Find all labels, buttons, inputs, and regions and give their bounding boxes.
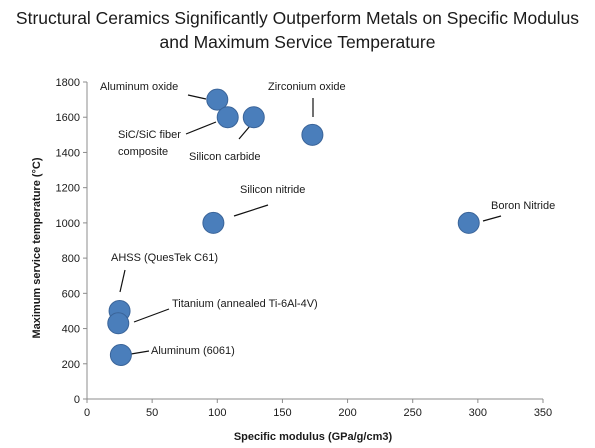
data-point: [206, 88, 229, 111]
annotation-leader-line: [238, 125, 251, 140]
x-tick-label: 100: [208, 407, 226, 419]
x-tick-label: 50: [146, 407, 158, 419]
y-tick-label: 0: [74, 394, 80, 406]
y-axis-title: Maximum service temperature (°C): [31, 157, 43, 338]
annotation-label-line: Silicon nitride: [240, 184, 305, 196]
tick-labels: 0 50 100 150 200 250 300 350 0 200 400 600 800 1000 12…: [56, 77, 553, 419]
x-tick-label: 0: [84, 407, 90, 419]
annotation-label: Titanium (annealed Ti-6Al-4V): [172, 298, 318, 310]
annotation-label-line: AHSS (QuesTek C61): [111, 252, 218, 264]
data-point: [107, 312, 130, 335]
y-tick-label: 1000: [56, 218, 80, 230]
x-tick-label: 250: [404, 407, 422, 419]
y-tick-label: 400: [62, 324, 80, 336]
annotation-label: Silicon nitride: [240, 184, 305, 196]
annotation-label-line: Aluminum (6061): [151, 345, 235, 357]
annotation-label-line: Silicon carbide: [189, 151, 261, 163]
y-tick-label: 600: [62, 288, 80, 300]
annotation-label: Zirconium oxide: [268, 81, 346, 93]
annotation-label: Aluminum oxide: [100, 81, 178, 93]
annotation-leader-line: [119, 269, 126, 293]
annotation-label: SiC/SiC fiber composite: [118, 129, 181, 158]
x-tick-label: 300: [469, 407, 487, 419]
annotation-label: Silicon carbide: [189, 151, 261, 163]
annotation-leader-line: [130, 350, 150, 355]
chart-title-line-1: Structural Ceramics Significantly Outper…: [15, 8, 580, 28]
data-point: [457, 211, 480, 234]
x-tick-label: 200: [338, 407, 356, 419]
x-axis-title: Specific modulus (GPa/g/cm3): [234, 431, 393, 443]
annotation-label-line: Zirconium oxide: [268, 81, 346, 93]
axes: [83, 81, 544, 403]
y-tick-label: 1200: [56, 183, 80, 195]
annotation-leader-lines: [119, 94, 502, 355]
data-points: [107, 88, 480, 366]
annotation-label: AHSS (QuesTek C61): [111, 252, 218, 264]
data-point: [109, 343, 132, 366]
y-tick-label: 1800: [56, 77, 80, 89]
data-point: [202, 211, 225, 234]
annotation-leader-line: [185, 121, 217, 135]
annotations: Aluminum oxide SiC/SiC fiber composite Sili…: [100, 81, 555, 357]
annotation-label-line: Boron Nitride: [491, 200, 555, 212]
y-tick-label: 800: [62, 253, 80, 265]
y-tick-label: 200: [62, 359, 80, 371]
y-tick-label: 1600: [56, 112, 80, 124]
annotation-leader-line: [133, 308, 170, 323]
annotation-label: Aluminum (6061): [151, 345, 235, 357]
annotation-leader-line: [482, 215, 502, 222]
annotation-leader-line: [233, 204, 269, 217]
annotation-label: Boron Nitride: [491, 200, 555, 212]
x-tick-label: 150: [273, 407, 291, 419]
chart-title: Structural Ceramics Significantly Outper…: [0, 6, 595, 54]
chart-title-line-2: and Maximum Service Temperature: [159, 32, 436, 52]
annotation-label-line: Aluminum oxide: [100, 81, 178, 93]
y-tick-label: 1400: [56, 147, 80, 159]
annotation-label-line: composite: [118, 146, 168, 158]
x-tick-label: 350: [534, 407, 552, 419]
annotation-label-line: SiC/SiC fiber: [118, 129, 181, 141]
annotation-leader-line: [187, 94, 207, 100]
data-point: [301, 123, 324, 146]
data-point: [216, 106, 239, 129]
data-point: [242, 106, 265, 129]
annotation-label-line: Titanium (annealed Ti-6Al-4V): [172, 298, 318, 310]
